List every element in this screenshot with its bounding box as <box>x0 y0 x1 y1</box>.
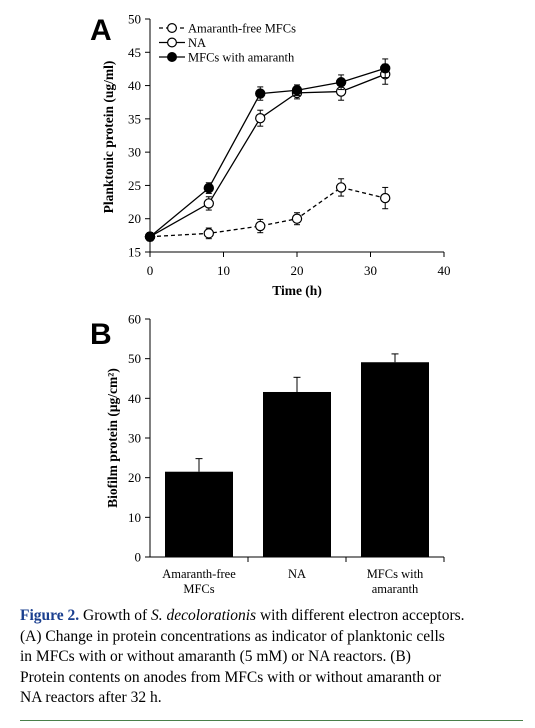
figure-2: A 15 20 25 30 35 40 45 50 0 10 20 30 40 Amaranth-fre… <box>90 12 451 597</box>
caption-line-1: with different electron acceptors. <box>259 607 465 624</box>
legend-label: NA <box>188 36 206 50</box>
panel-a-y-axis-label: Planktonic protein (ug/ml) <box>101 61 116 214</box>
panel-a-series <box>144 58 391 242</box>
series-line <box>149 186 386 238</box>
data-point <box>335 182 347 193</box>
panel-a-x-tick-label: 0 <box>147 263 154 278</box>
panel-a-y-tick-label: 35 <box>128 111 141 126</box>
data-point <box>380 63 391 74</box>
panel-b-y-tick-label: 30 <box>128 431 141 446</box>
series-line <box>149 67 386 238</box>
data-point <box>203 228 214 239</box>
panel-a-label: A <box>90 14 112 47</box>
legend-marker <box>167 37 178 48</box>
panel-b-y-tick-label: 60 <box>128 312 141 327</box>
data-point <box>335 77 347 88</box>
data-point <box>255 220 266 232</box>
panel-a-y-tick-label: 45 <box>128 45 141 60</box>
legend-label: Amaranth-free MFCs <box>188 21 296 35</box>
series-mfcs-with-amaranth <box>144 58 391 242</box>
legend-label: MFCs with amaranth <box>188 50 295 64</box>
legend-marker <box>167 51 178 62</box>
panel-a-y-tick-label: 40 <box>128 78 141 93</box>
panel-a-x-tick-label: 10 <box>217 263 230 278</box>
bar <box>165 471 233 557</box>
bar <box>361 362 429 557</box>
legend-entry: Amaranth-free MFCs <box>159 21 296 35</box>
legend-entry: NA <box>159 36 206 50</box>
category-label: MFCs <box>183 582 214 596</box>
category-label: amaranth <box>372 582 419 596</box>
panel-a-y-tick-label: 50 <box>128 12 141 27</box>
panel-b-y-axis-label: Biofilm protein (μg/cm²) <box>105 368 120 508</box>
panel-a-x-tick-label: 40 <box>438 263 451 278</box>
data-point <box>203 182 214 194</box>
caption-line-4: Protein contents on anodes from MFCs wit… <box>20 668 442 686</box>
panel-b-y-tick-label: 0 <box>135 550 142 565</box>
data-point <box>144 231 156 242</box>
data-point <box>203 198 214 209</box>
category-label: Amaranth-free <box>162 567 236 581</box>
panel-a-x-axis-label: Time (h) <box>272 283 322 298</box>
panel-a-line-chart: A 15 20 25 30 35 40 45 50 0 10 20 30 40 Amaranth-fre… <box>90 12 451 299</box>
caption-lead: Figure 2. <box>20 607 80 624</box>
caption-line-2: (A) Change in protein concentrations as … <box>20 627 445 645</box>
caption-line-3: in MFCs with or without amaranth (5 mM) … <box>20 648 411 665</box>
panel-a-y-tick-label: 15 <box>128 245 141 260</box>
bar <box>263 391 331 557</box>
panel-b-y-tick-label: 40 <box>128 391 141 406</box>
caption-pre: Growth of <box>83 607 148 624</box>
panel-b-y-tick-label: 50 <box>128 351 141 366</box>
category-label: NA <box>288 567 306 581</box>
panel-a-x-tick-label: 20 <box>291 263 304 278</box>
panel-a-axes: 15 20 25 30 35 40 45 50 0 10 20 30 40 <box>128 12 451 279</box>
panel-b-y-tick-label: 10 <box>128 510 141 525</box>
panel-a-y-tick-label: 25 <box>128 178 141 193</box>
panel-a-y-tick-label: 30 <box>128 145 141 160</box>
series-line <box>149 73 386 238</box>
data-point <box>291 85 303 96</box>
legend-entry: MFCs with amaranth <box>159 50 295 64</box>
data-point <box>291 213 303 224</box>
series-na <box>144 63 391 242</box>
panel-b-y-tick-label: 20 <box>128 470 141 485</box>
legend-marker <box>167 23 178 34</box>
panel-a-x-tick-label: 30 <box>364 263 377 278</box>
data-point <box>255 112 266 124</box>
caption-species: S. decolorationis <box>151 607 257 624</box>
data-point <box>380 192 391 204</box>
panel-b-label: B <box>90 318 112 351</box>
caption-line-5: NA reactors after 32 h. <box>20 689 162 706</box>
caption-rule <box>20 720 523 721</box>
figure-caption: Figure 2. Growth of S. decolorationis wi… <box>20 606 523 709</box>
panel-a-y-tick-label: 20 <box>128 211 141 226</box>
data-point <box>255 88 266 99</box>
category-label: MFCs with <box>367 567 424 581</box>
